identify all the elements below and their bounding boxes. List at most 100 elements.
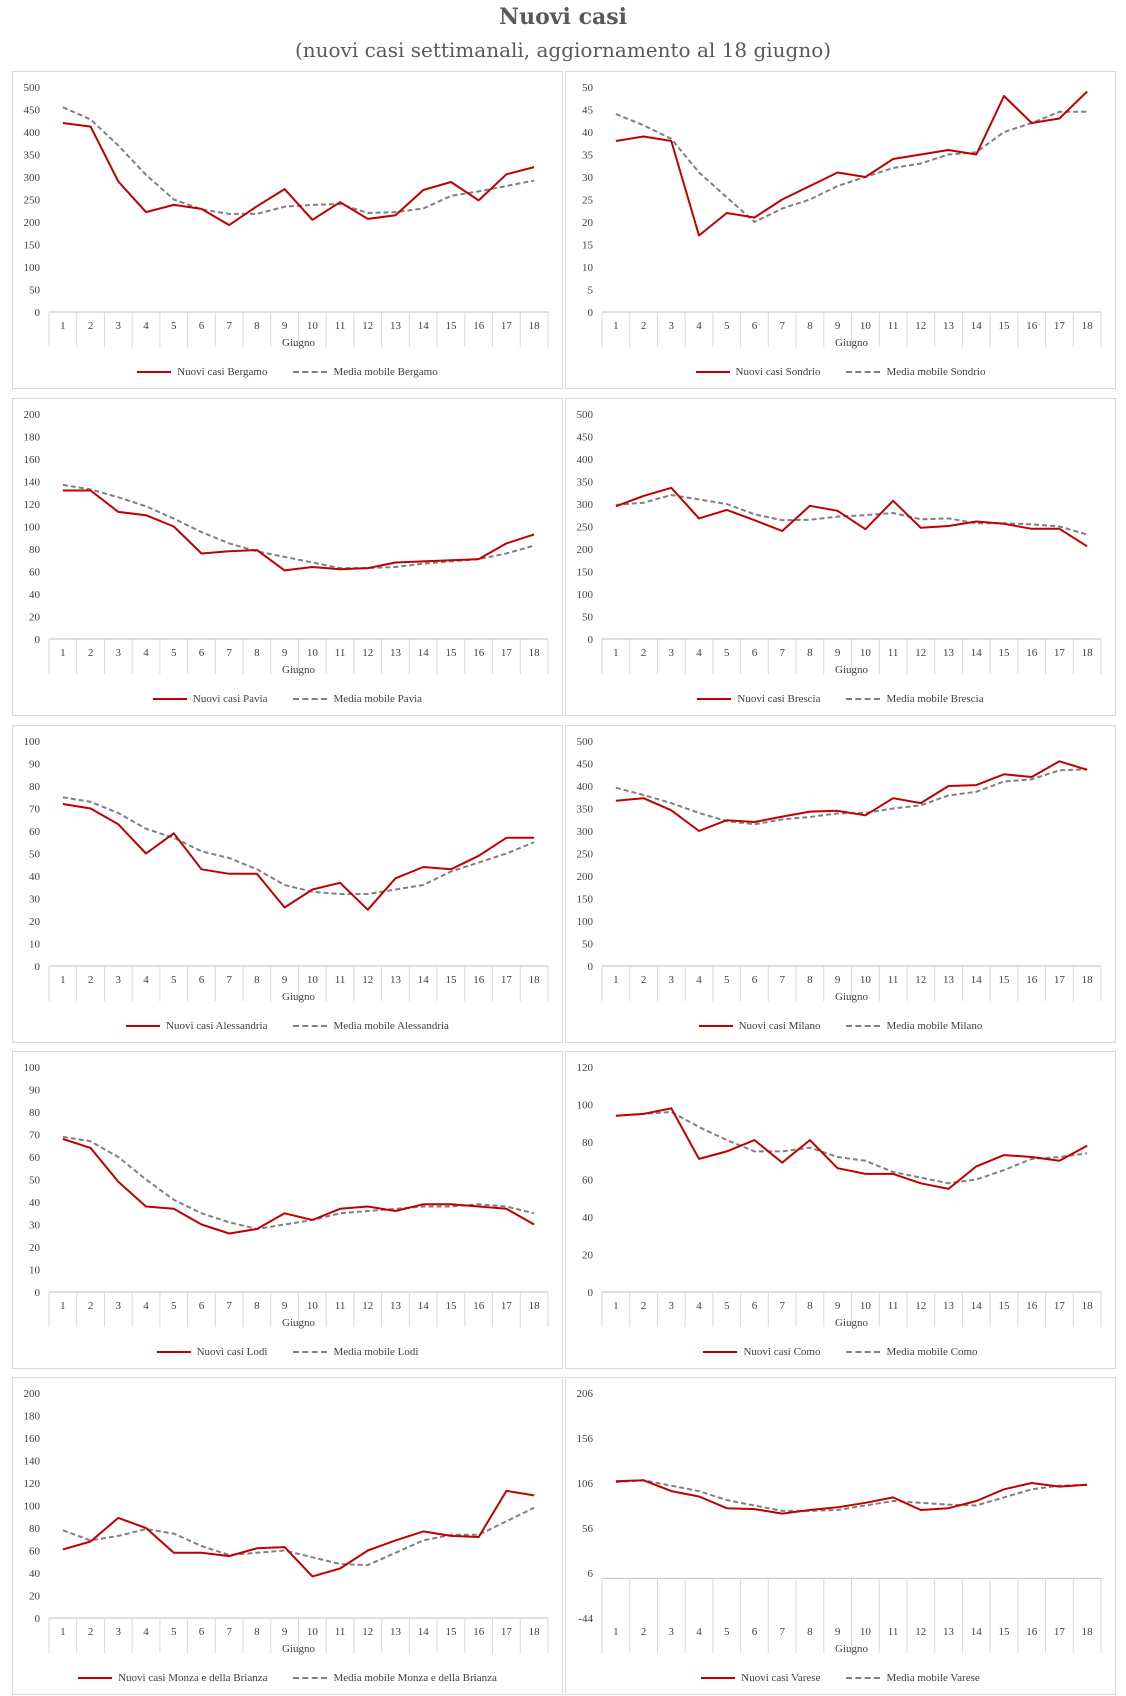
y-tick-label: 90 — [29, 759, 41, 771]
x-tick-label: 11 — [335, 1626, 346, 1638]
series-line-cases — [615, 90, 1088, 237]
x-tick-label: 16 — [1026, 320, 1038, 332]
chart-legend: Nuovi casi Sondrio Media mobile Sondrio — [566, 366, 1115, 378]
x-tick-label: 8 — [254, 320, 260, 332]
x-tick-label: 14 — [971, 1626, 983, 1638]
y-tick-label: 35 — [582, 150, 594, 162]
y-tick-label: 180 — [24, 432, 41, 444]
x-tick-label: 5 — [171, 1626, 177, 1638]
y-tick-label: 50 — [29, 849, 41, 861]
legend-item-cases: Nuovi casi Pavia — [152, 693, 267, 705]
x-tick-label: 17 — [501, 320, 512, 332]
x-tick-label: 9 — [282, 1626, 288, 1638]
y-tick-label: 30 — [29, 894, 41, 906]
x-tick-label: 9 — [282, 320, 288, 332]
y-tick-label: 20 — [29, 916, 41, 928]
chart-panel: 0 20 40 60 80 100 120 140 160 180 200 1 2 3 4 5 6 7 8 9 10 11… — [12, 1377, 563, 1695]
y-tick-label: 50 — [582, 612, 594, 624]
y-tick-label: 450 — [577, 759, 594, 771]
series-line-moving-average — [615, 494, 1088, 536]
y-tick-label: 150 — [24, 240, 41, 252]
x-tick-label: 2 — [641, 320, 647, 332]
y-tick-label: 70 — [29, 804, 41, 816]
x-tick-label: 6 — [199, 320, 205, 332]
x-tick-label: 2 — [88, 1300, 94, 1312]
chart-legend: Nuovi casi Varese Media mobile Varese — [566, 1672, 1115, 1684]
x-tick-label: 14 — [418, 320, 430, 332]
x-tick-label: 3 — [669, 974, 675, 986]
x-tick-label: 2 — [641, 647, 647, 659]
x-tick-label: 1 — [60, 647, 66, 659]
y-tick-label: 30 — [29, 1220, 41, 1232]
legend-swatch — [846, 1351, 881, 1353]
y-tick-label: 56 — [582, 1523, 594, 1535]
x-tick-label: 15 — [998, 1300, 1010, 1312]
y-tick-label: 140 — [24, 1456, 41, 1468]
x-tick-label: 4 — [143, 1300, 149, 1312]
x-tick-label: 18 — [1082, 320, 1094, 332]
y-tick-label: 400 — [577, 454, 594, 466]
y-tick-label: 140 — [24, 477, 41, 489]
chart-legend: Nuovi casi Como Media mobile Como — [566, 1346, 1115, 1358]
x-tick-label: 1 — [60, 1300, 66, 1312]
x-tick-label: 4 — [143, 974, 149, 986]
y-tick-label: 500 — [24, 82, 41, 94]
x-tick-label: 12 — [915, 1626, 926, 1638]
series-line-moving-average — [615, 1479, 1088, 1512]
y-tick-label: 40 — [29, 1197, 41, 1209]
y-tick-label: 450 — [577, 432, 594, 444]
page-title: Nuovi casi — [499, 4, 627, 30]
x-tick-label: 13 — [943, 1300, 955, 1312]
legend-item-moving-average: Media mobile Como — [846, 1346, 978, 1358]
y-tick-label: 50 — [29, 285, 41, 297]
y-tick-label: 0 — [35, 961, 41, 973]
x-tick-label: 12 — [362, 647, 373, 659]
y-tick-label: 200 — [24, 409, 41, 421]
x-tick-label: 10 — [860, 647, 872, 659]
x-tick-label: 16 — [473, 974, 485, 986]
legend-item-moving-average: Media mobile Monza e della Brianza — [293, 1672, 497, 1684]
x-tick-label: 1 — [613, 320, 619, 332]
x-tick-label: 5 — [171, 647, 177, 659]
y-tick-label: 0 — [35, 1287, 41, 1299]
legend-label: Media mobile Monza e della Brianza — [333, 1672, 497, 1684]
y-tick-label: 400 — [24, 127, 41, 139]
legend-swatch — [846, 371, 881, 373]
y-tick-label: 156 — [577, 1433, 594, 1445]
y-tick-label: 60 — [582, 1175, 594, 1187]
legend-swatch — [846, 1025, 881, 1027]
y-tick-label: 40 — [582, 127, 594, 139]
x-tick-label: 4 — [696, 320, 702, 332]
x-tick-label: 15 — [445, 1626, 457, 1638]
x-axis-title: Giugno — [835, 337, 869, 349]
y-tick-label: 160 — [24, 454, 41, 466]
y-tick-label: 80 — [29, 1107, 41, 1119]
y-tick-label: 300 — [24, 172, 41, 184]
x-tick-label: 10 — [307, 647, 319, 659]
x-tick-label: 3 — [116, 974, 122, 986]
x-tick-label: 10 — [307, 1300, 319, 1312]
chart-legend: Nuovi casi Monza e della Brianza Media mo… — [13, 1672, 562, 1684]
y-tick-label: 100 — [577, 589, 594, 601]
x-tick-label: 10 — [860, 1300, 872, 1312]
legend-item-cases: Nuovi casi Bergamo — [137, 366, 267, 378]
x-tick-label: 8 — [254, 974, 260, 986]
y-tick-label: 350 — [577, 477, 594, 489]
x-tick-label: 5 — [724, 1626, 730, 1638]
legend-label: Media mobile Como — [886, 1346, 978, 1358]
x-tick-label: 12 — [362, 974, 373, 986]
x-tick-label: 13 — [390, 1626, 402, 1638]
legend-label: Nuovi casi Varese — [741, 1672, 821, 1684]
x-tick-label: 14 — [418, 647, 430, 659]
x-tick-label: 2 — [88, 1626, 94, 1638]
x-tick-label: 13 — [943, 1626, 955, 1638]
x-tick-label: 1 — [613, 974, 619, 986]
x-tick-label: 16 — [1026, 1300, 1038, 1312]
chart-legend: Nuovi casi Milano Media mobile Milano — [566, 1020, 1115, 1032]
x-tick-label: 18 — [529, 647, 541, 659]
legend-swatch — [293, 698, 328, 700]
legend-label: Media mobile Lodi — [333, 1346, 419, 1358]
x-tick-label: 11 — [888, 320, 899, 332]
y-tick-label: 500 — [577, 409, 594, 421]
